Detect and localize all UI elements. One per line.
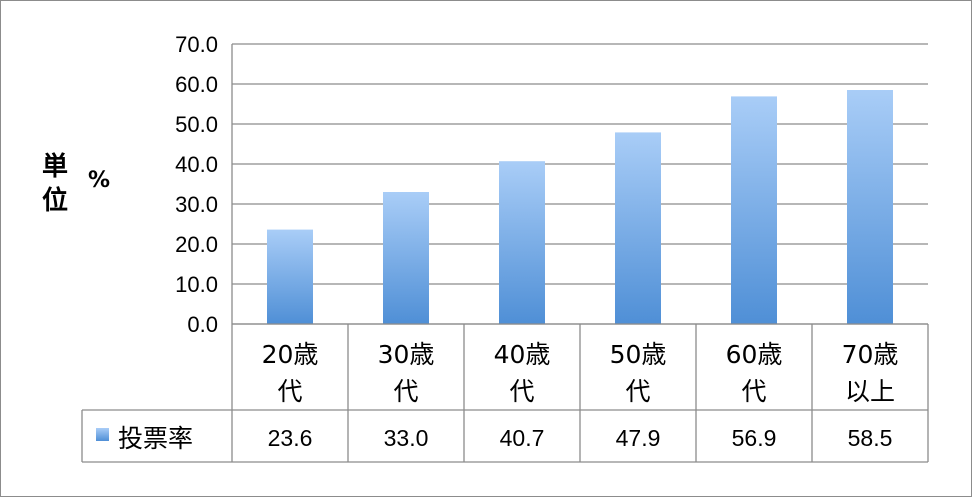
y-tick-label: 50.0: [175, 112, 218, 137]
bar: [383, 192, 429, 324]
y-tick-label: 20.0: [175, 232, 218, 257]
data-label: 47.9: [616, 425, 661, 451]
data-label: 58.5: [848, 425, 893, 451]
legend-label: 投票率: [118, 424, 193, 453]
category-label: 代: [509, 377, 534, 406]
bar: [267, 229, 313, 324]
legend-swatch: [96, 428, 109, 441]
y-tick-label: 60.0: [175, 72, 218, 97]
bar: [499, 161, 545, 324]
y-tick-label: 10.0: [175, 272, 218, 297]
category-label: 40歳: [494, 340, 551, 369]
data-label: 40.7: [500, 425, 545, 451]
category-label: 60歳: [726, 340, 783, 369]
y-axis-label: 単位: [41, 152, 68, 216]
data-label: 56.9: [732, 425, 777, 451]
category-label: 以上: [845, 377, 895, 406]
bar: [731, 96, 777, 325]
y-tick-label: 70.0: [175, 32, 218, 57]
category-label: 代: [741, 377, 766, 406]
category-label: 20歳: [262, 340, 319, 369]
data-label: 23.6: [268, 425, 313, 451]
bar: [847, 90, 893, 324]
data-label: 33.0: [384, 425, 429, 451]
y-tick-label: 30.0: [175, 192, 218, 217]
bar: [615, 132, 661, 324]
category-label: 50歳: [610, 340, 667, 369]
y-tick-label: 0.0: [187, 312, 218, 337]
category-label: 70歳: [842, 340, 899, 369]
y-axis-unit: %: [88, 168, 111, 193]
category-label: 代: [625, 377, 650, 406]
category-label: 代: [393, 377, 418, 406]
category-label: 代: [277, 377, 302, 406]
category-label: 30歳: [378, 340, 435, 369]
y-tick-label: 40.0: [175, 152, 218, 177]
